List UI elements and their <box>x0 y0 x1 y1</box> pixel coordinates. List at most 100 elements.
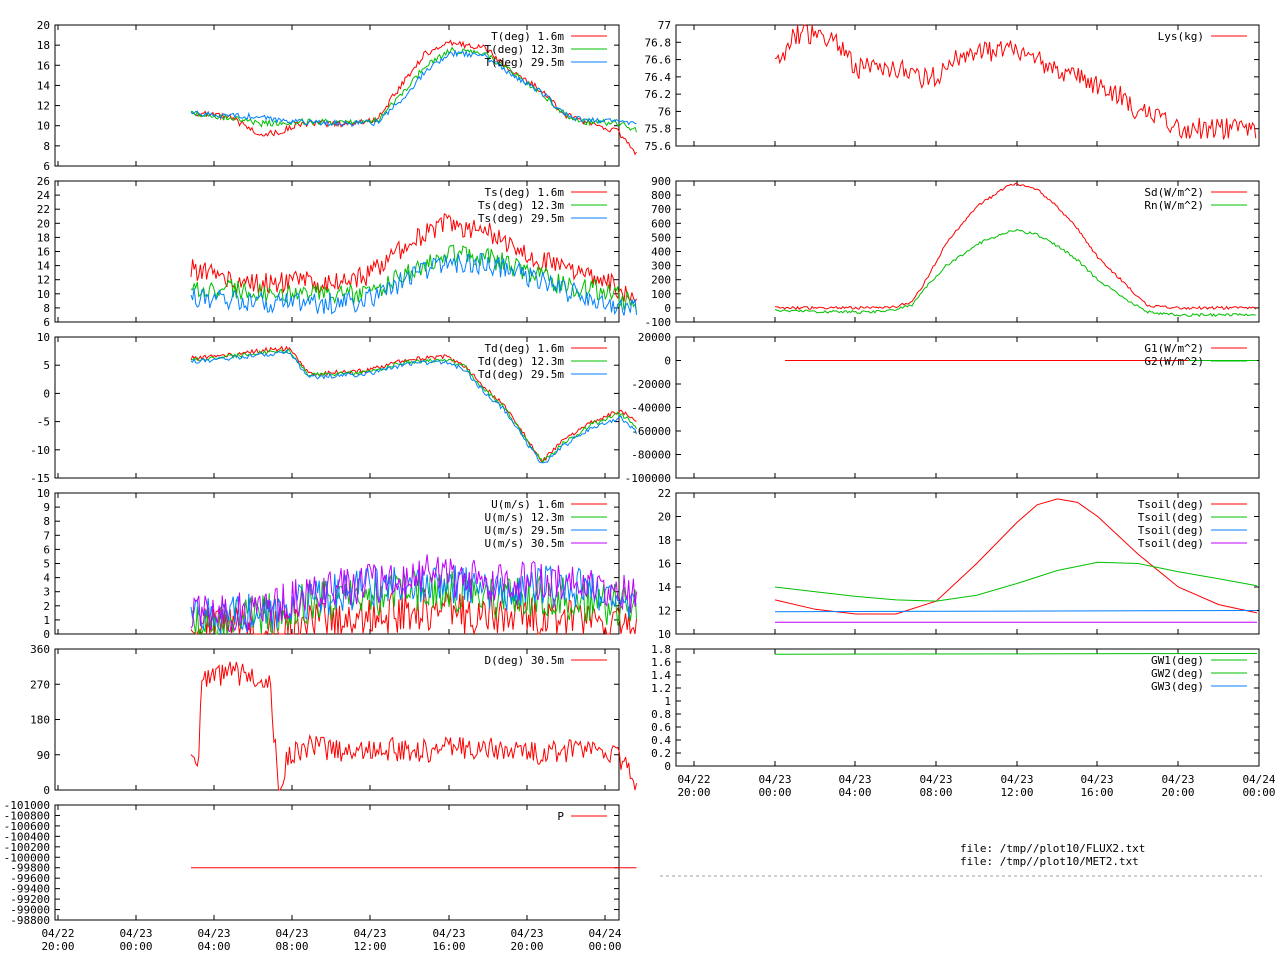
x-tick-label-date: 04/23 <box>510 927 543 940</box>
legend-label: U(m/s) 30.5m <box>485 537 565 550</box>
y-tick-label: 400 <box>651 246 671 259</box>
series-line-u-0 <box>190 588 637 636</box>
legend-label: Ts(deg) 1.6m <box>485 186 565 199</box>
plot-frame <box>675 648 1260 767</box>
y-tick-label: -99000 <box>10 904 50 917</box>
x-tick-label-date: 04/22 <box>41 927 74 940</box>
panel-t: 20 18 16 14 12 10 8 6 T(deg) 1.6mT(deg) 12.3mT(d… <box>37 19 637 173</box>
y-tick-label: -100 <box>645 316 672 329</box>
y-tick-label: 200 <box>651 274 671 287</box>
plot-frame <box>54 336 620 479</box>
y-tick-label: -99200 <box>10 893 50 906</box>
file-info: file: /tmp//plot10/FLUX2.txt file: /tmp/… <box>960 842 1145 868</box>
legend-label: Sd(W/m^2) <box>1144 186 1204 199</box>
panel-gw: 1.81.61.41.210.80.60.40.20 GW1(deg)GW2(de… <box>651 643 1276 799</box>
y-tick-label: 10 <box>658 628 671 641</box>
series-line-ts-1 <box>190 244 637 312</box>
y-tick-label: -100000 <box>4 851 50 864</box>
y-tick-label: 0.4 <box>651 734 671 747</box>
y-tick-label: 100 <box>651 288 671 301</box>
file-label-flux: file: /tmp//plot10/FLUX2.txt <box>960 842 1146 855</box>
x-tick-label-date: 04/23 <box>119 927 152 940</box>
x-tick-label-time: 00:00 <box>1242 786 1275 799</box>
plot-frame <box>54 648 620 791</box>
x-tick-label-time: 08:00 <box>275 940 308 953</box>
legend-label: U(m/s) 12.3m <box>485 511 565 524</box>
series-line-rad-1 <box>774 229 1256 318</box>
x-tick-label-time: 04:00 <box>838 786 871 799</box>
y-tick-label: -99800 <box>10 862 50 875</box>
y-tick-label: 14 <box>37 79 51 92</box>
series-line-td-0 <box>190 345 637 464</box>
y-tick-label: -5 <box>37 416 50 429</box>
y-tick-label: 0 <box>664 760 671 773</box>
y-tick-label: -100000 <box>625 472 671 485</box>
y-tick-label: 180 <box>30 714 50 727</box>
series-line-rad-0 <box>774 182 1257 311</box>
y-tick-label: 0 <box>43 628 50 641</box>
y-tick-label: 1.2 <box>651 682 671 695</box>
y-tick-label: 16 <box>37 59 50 72</box>
y-tick-label: 20 <box>37 217 50 230</box>
series-line-ts-2 <box>190 252 637 316</box>
y-tick-label: 6 <box>43 316 50 329</box>
y-tick-label: 76.2 <box>645 88 672 101</box>
y-tick-label: 7 <box>43 529 50 542</box>
legend-label: GW1(deg) <box>1151 654 1204 667</box>
y-tick-label: -100600 <box>4 820 50 833</box>
plot-frame <box>675 24 1260 147</box>
legend-label: Td(deg) 29.5m <box>478 368 564 381</box>
y-tick-label: 90 <box>37 749 50 762</box>
series-line-u-3 <box>190 554 637 633</box>
y-tick-label: 76 <box>658 105 671 118</box>
y-tick-label: 1.8 <box>651 643 671 656</box>
legend-label: U(m/s) 1.6m <box>491 498 564 511</box>
x-tick-label-date: 04/23 <box>197 927 230 940</box>
y-tick-label: 700 <box>651 203 671 216</box>
y-tick-label: 8 <box>43 515 50 528</box>
y-tick-label: 8 <box>43 302 50 315</box>
panel-g: 20000 0 -20000 -40000 -60000 -80000 -100000 G1(… <box>625 331 1260 485</box>
x-tick-label-date: 04/23 <box>919 773 952 786</box>
y-tick-label: 360 <box>30 643 50 656</box>
y-tick-label: 6 <box>43 543 50 556</box>
series-line-lys-0 <box>774 24 1257 140</box>
legend-label: Tsoil(deg) <box>1138 537 1204 550</box>
panel-p: -101000-100800-100600-100400-100200-1000… <box>4 799 637 953</box>
y-tick-label: 76.8 <box>645 36 672 49</box>
y-tick-label: -100400 <box>4 830 50 843</box>
panel-d: 360 270 180 90 0 D(deg) 30.5m <box>30 643 637 797</box>
legend-label: T(deg) 29.5m <box>485 56 565 69</box>
x-tick-label-time: 00:00 <box>588 940 621 953</box>
legend-label: G2(W/m^2) <box>1144 355 1204 368</box>
y-tick-label: 10 <box>37 331 50 344</box>
y-tick-label: 0.2 <box>651 747 671 760</box>
y-tick-label: 2 <box>43 600 50 613</box>
y-tick-label: -99400 <box>10 883 50 896</box>
series-line-t-2 <box>190 49 637 128</box>
series-line-d-0 <box>190 661 637 791</box>
x-tick-label-date: 04/23 <box>838 773 871 786</box>
y-tick-label: 12 <box>37 274 50 287</box>
y-tick-label: 3 <box>43 586 50 599</box>
series-line-gw-0 <box>774 653 1258 655</box>
y-tick-label: -80000 <box>631 449 671 462</box>
y-tick-label: 270 <box>30 678 50 691</box>
y-tick-label: -100200 <box>4 841 50 854</box>
y-tick-label: 22 <box>658 487 671 500</box>
series-line-t-0 <box>190 39 637 156</box>
y-tick-label: -100800 <box>4 809 50 822</box>
legend-label: Tsoil(deg) <box>1138 498 1204 511</box>
y-tick-label: 20000 <box>638 331 671 344</box>
x-tick-label-time: 00:00 <box>758 786 791 799</box>
y-tick-label: 12 <box>37 100 50 113</box>
y-tick-label: -60000 <box>631 425 671 438</box>
series-line-tsoil-0 <box>774 498 1258 615</box>
y-tick-label: 6 <box>43 160 50 173</box>
legend-label: Ts(deg) 29.5m <box>478 212 564 225</box>
y-tick-label: 0 <box>43 784 50 797</box>
y-tick-label: -98800 <box>10 914 50 927</box>
y-tick-label: -20000 <box>631 378 671 391</box>
